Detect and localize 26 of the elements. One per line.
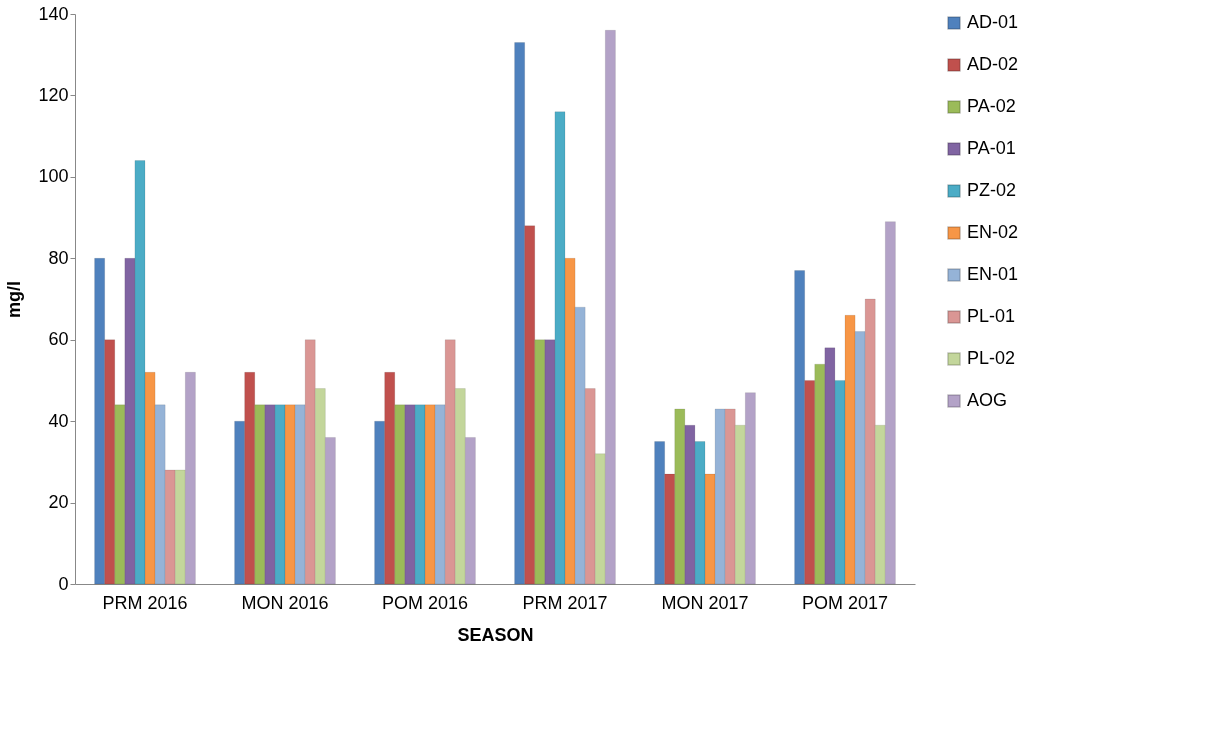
legend-label: PL-01 [967, 306, 1016, 326]
y-tick-label: 140 [38, 3, 69, 24]
y-tick-label: 60 [48, 329, 69, 350]
y-axis-title: mg/l [4, 280, 25, 319]
legend-label: AOG [967, 390, 1008, 410]
x-tick-label: MON 2016 [241, 592, 329, 613]
legend-label: AD-02 [967, 54, 1019, 74]
legend-label: AD-01 [967, 12, 1019, 32]
legend-label: PL-02 [967, 348, 1016, 368]
y-tick-label: 20 [48, 492, 69, 513]
y-tick-label: 40 [48, 410, 69, 431]
y-tick-label: 120 [38, 84, 69, 105]
legend-label: PA-02 [967, 96, 1016, 116]
x-tick-label: POM 2016 [381, 592, 469, 613]
legend-label: PA-01 [967, 138, 1016, 158]
x-axis-title: SEASON [457, 624, 534, 645]
legend-label: PZ-02 [967, 180, 1017, 200]
y-tick-label: 80 [48, 247, 69, 268]
y-tick-label: 100 [38, 166, 69, 187]
y-tick-label: 0 [58, 573, 69, 594]
x-tick-label: MON 2017 [661, 592, 749, 613]
legend-label: EN-01 [967, 264, 1019, 284]
legend-label: EN-02 [967, 222, 1019, 242]
x-tick-label: POM 2017 [801, 592, 889, 613]
x-tick-label: PRM 2017 [522, 592, 608, 613]
x-tick-label: PRM 2016 [102, 592, 188, 613]
